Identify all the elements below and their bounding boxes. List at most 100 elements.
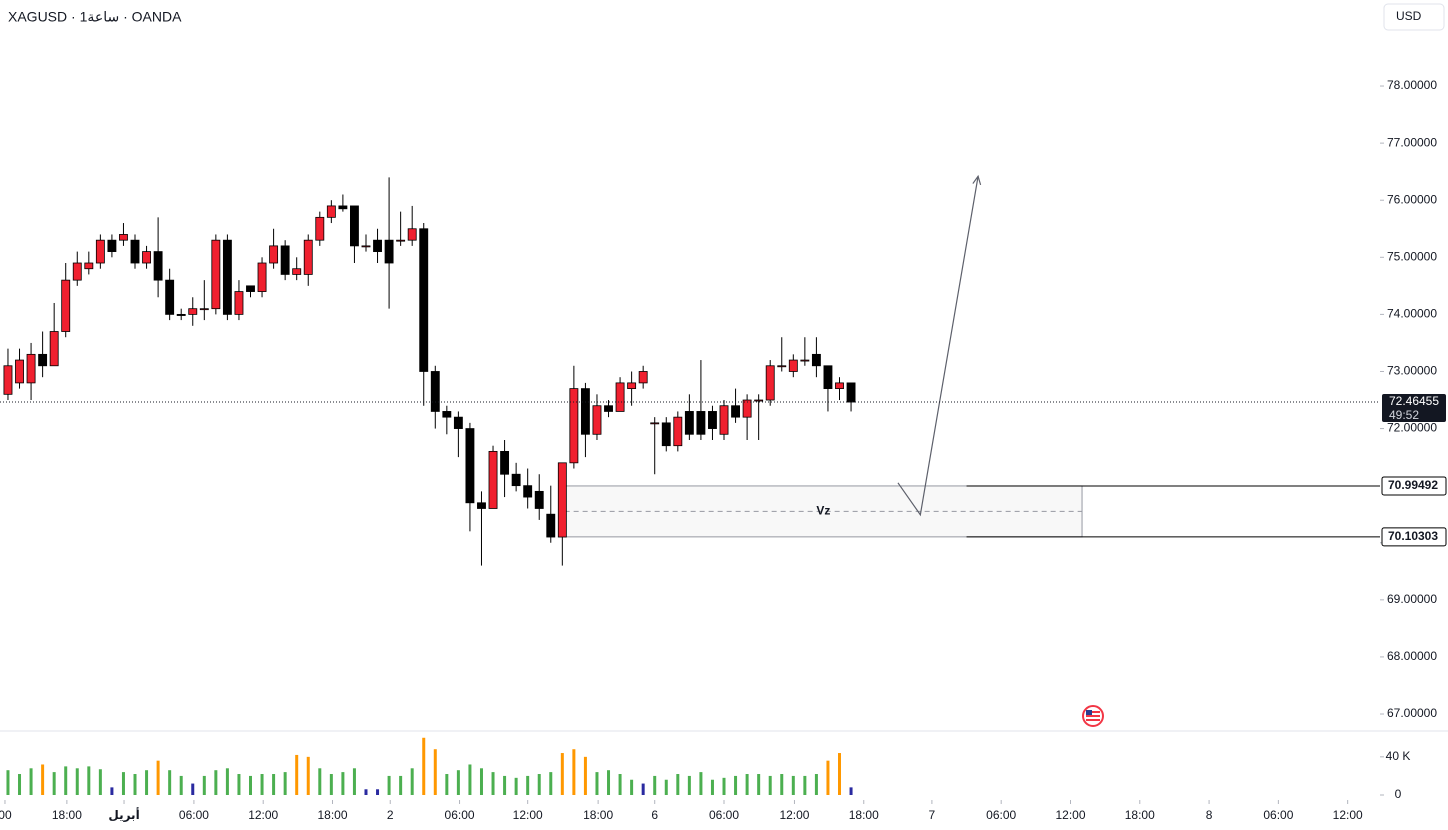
candle-body bbox=[846, 382, 856, 403]
candle-body bbox=[142, 251, 152, 264]
candle-body bbox=[442, 411, 452, 418]
volume-bar bbox=[757, 774, 761, 795]
volume-bar bbox=[237, 774, 241, 795]
candle-body bbox=[742, 399, 752, 418]
x-tick-label: 8 bbox=[1206, 808, 1213, 822]
volume-bar bbox=[630, 779, 634, 795]
volume-bar bbox=[745, 774, 749, 795]
candle-body bbox=[49, 331, 59, 367]
zone-price-box bbox=[1381, 527, 1447, 547]
volume-bar bbox=[526, 775, 530, 795]
x-tick-label: 06:00 bbox=[445, 808, 475, 822]
x-tick-label: 12:00 bbox=[779, 808, 809, 822]
currency-label[interactable]: USD bbox=[1396, 9, 1422, 23]
volume-bar bbox=[387, 775, 391, 795]
x-tick-label: 12:00 bbox=[513, 808, 543, 822]
volume-bar bbox=[41, 764, 45, 795]
volume-bar bbox=[514, 777, 518, 795]
candle-body bbox=[72, 262, 82, 281]
volume-bar bbox=[64, 766, 68, 795]
candle-body bbox=[384, 239, 394, 264]
candle-body bbox=[95, 239, 105, 264]
candle-body bbox=[615, 382, 625, 412]
x-tick-label: 06:00 bbox=[986, 808, 1016, 822]
price-label-box bbox=[1382, 394, 1446, 423]
volume-bar bbox=[29, 768, 33, 795]
candle-body bbox=[280, 245, 290, 275]
volume-bar bbox=[18, 774, 22, 795]
volume-bar bbox=[191, 783, 195, 795]
y-tick-label: 69.00000 bbox=[1387, 592, 1437, 606]
candle-body bbox=[708, 411, 717, 429]
chart-title: XAGUSD · 1ساعة · OANDA bbox=[8, 9, 182, 25]
candle-body bbox=[777, 365, 787, 368]
volume-bar bbox=[260, 774, 264, 795]
volume-tick-label: 40 K bbox=[1386, 749, 1411, 763]
candle-body bbox=[361, 245, 371, 248]
volume-bar bbox=[168, 770, 172, 795]
volume-bar bbox=[826, 760, 830, 795]
volume-bar bbox=[491, 772, 495, 795]
x-tick-label: 00 bbox=[0, 808, 12, 822]
y-tick-label: 67.00000 bbox=[1387, 706, 1437, 720]
volume-bar bbox=[214, 770, 218, 795]
volume-bar bbox=[179, 775, 183, 795]
candle-body bbox=[176, 313, 186, 316]
volume-bar bbox=[791, 775, 795, 795]
volume-bar bbox=[653, 775, 657, 795]
flag-icon bbox=[1082, 705, 1104, 727]
volume-bar bbox=[838, 753, 842, 795]
x-tick-label: 18:00 bbox=[849, 808, 879, 822]
volume-bar bbox=[422, 737, 426, 795]
candle-body bbox=[269, 245, 279, 264]
volume-bar bbox=[145, 770, 149, 795]
candle-body bbox=[477, 502, 486, 509]
y-tick-label: 77.00000 bbox=[1387, 135, 1437, 149]
x-tick-label: 12:00 bbox=[248, 808, 278, 822]
candle-body bbox=[303, 239, 313, 275]
volume-bar bbox=[376, 789, 380, 795]
candle-body bbox=[453, 416, 463, 429]
x-tick-label: 06:00 bbox=[1263, 808, 1293, 822]
candle-body bbox=[673, 416, 683, 447]
currency-button[interactable] bbox=[1383, 3, 1445, 31]
candle-body bbox=[430, 371, 440, 412]
candle-body bbox=[188, 308, 198, 315]
candle-body bbox=[511, 473, 521, 487]
volume-bar bbox=[768, 775, 772, 795]
x-tick-label: 18:00 bbox=[583, 808, 613, 822]
volume-bar bbox=[479, 768, 483, 795]
volume-bar bbox=[283, 772, 287, 795]
candle-body bbox=[15, 359, 24, 384]
candle-body bbox=[165, 279, 175, 315]
y-tick-label: 75.00000 bbox=[1387, 249, 1437, 263]
volume-bar bbox=[202, 775, 206, 795]
volume-bar bbox=[641, 783, 645, 795]
volume-bar bbox=[156, 760, 160, 795]
volume-bar bbox=[98, 769, 102, 795]
candle-body bbox=[754, 399, 764, 402]
x-tick-label: 2 bbox=[387, 808, 394, 822]
candle-body bbox=[119, 234, 128, 241]
candle-body bbox=[326, 205, 336, 218]
x-tick-label: 12:00 bbox=[1055, 808, 1085, 822]
volume-bar bbox=[699, 772, 703, 795]
x-tick-label: 18:00 bbox=[52, 808, 82, 822]
volume-bar bbox=[734, 775, 738, 795]
volume-bar bbox=[676, 774, 680, 795]
x-tick-label: 6 bbox=[651, 808, 658, 822]
candle-body bbox=[719, 405, 729, 435]
volume-bar bbox=[410, 768, 414, 795]
volume-bar bbox=[549, 772, 553, 795]
candle-body bbox=[222, 239, 232, 315]
volume-bar bbox=[803, 775, 807, 795]
candle-body bbox=[211, 239, 221, 310]
candle-body bbox=[696, 411, 706, 435]
y-tick-label: 72.00000 bbox=[1387, 421, 1437, 435]
candle-body bbox=[488, 451, 498, 509]
volume-bar bbox=[572, 749, 576, 795]
volume-bar bbox=[537, 774, 541, 795]
x-tick-label: 7 bbox=[929, 808, 936, 822]
candle-body bbox=[315, 216, 325, 241]
